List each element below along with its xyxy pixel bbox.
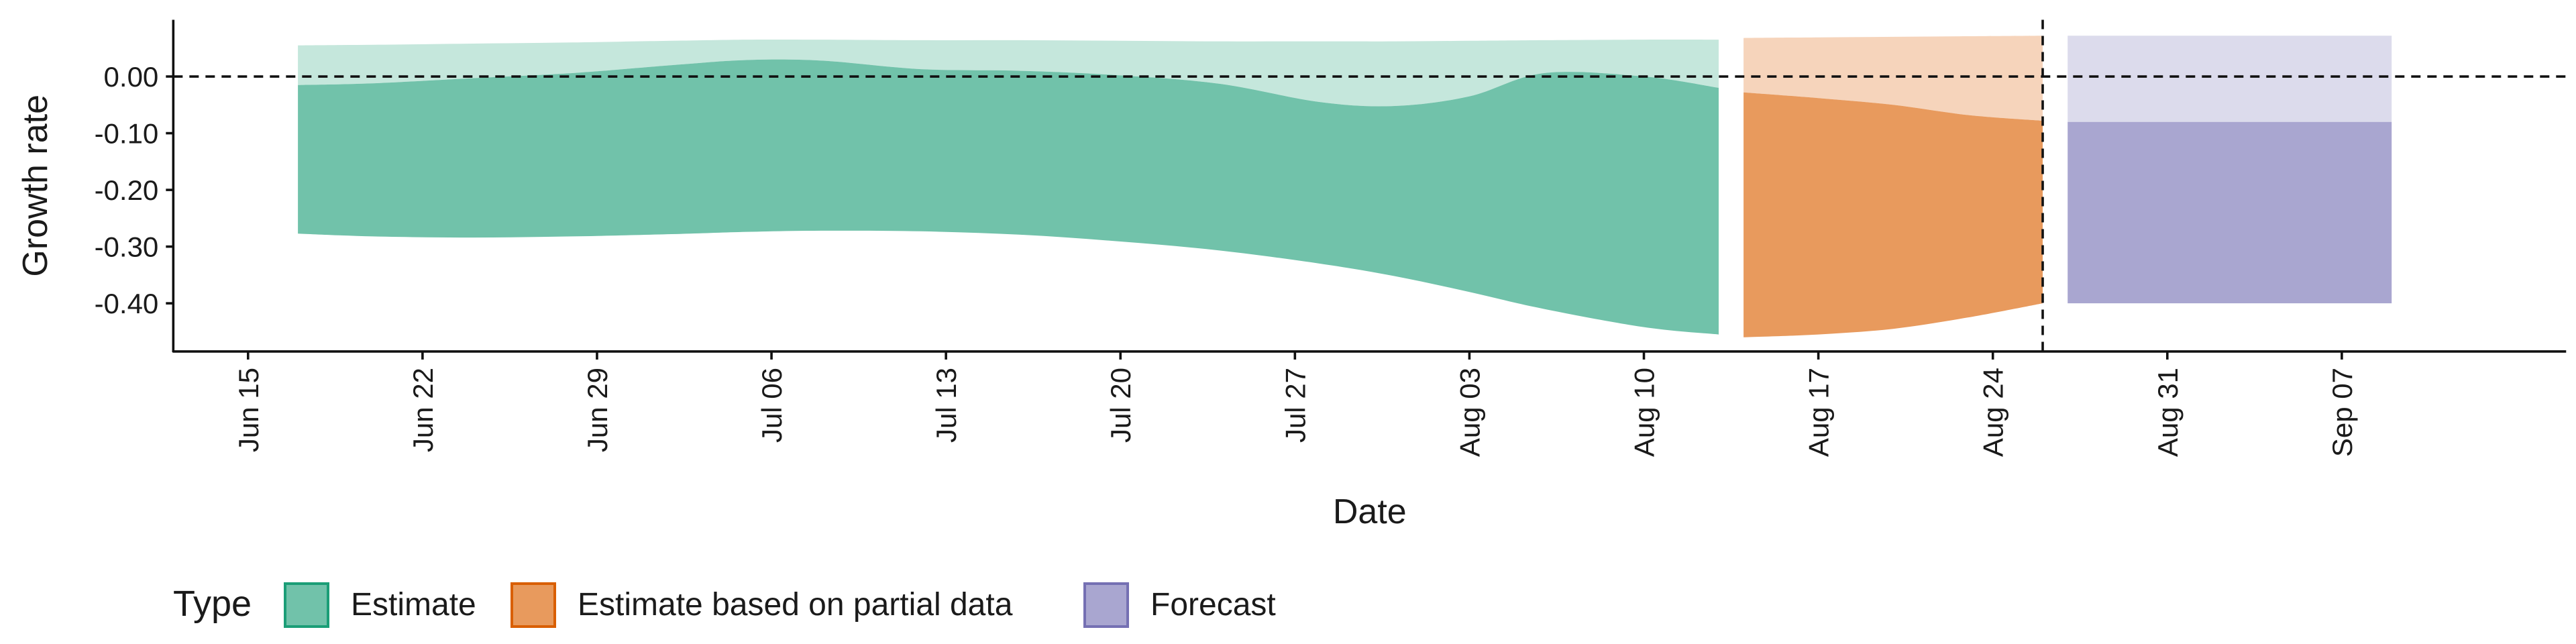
estimate-based-on-partial-data-inner-band — [1743, 92, 2043, 337]
x-tick-label: Aug 17 — [1803, 368, 1835, 457]
x-tick-label: Jun 15 — [233, 368, 264, 452]
y-tick-label: -0.10 — [95, 118, 159, 150]
estimate-outer-band — [298, 39, 1719, 107]
estimate-based-on-partial-data-outer-band — [1743, 36, 2043, 121]
legend-swatch-estimate-based-on-partial-data — [511, 582, 556, 628]
estimate-inner-band — [298, 59, 1719, 335]
forecast-inner-band — [2068, 121, 2392, 304]
y-tick-label: 0.00 — [104, 61, 159, 93]
legend-label-estimate-based-on-partial-data: Estimate based on partial data — [578, 587, 1013, 623]
legend-title: Type — [173, 584, 252, 624]
legend-swatch-estimate — [284, 582, 329, 628]
x-axis-title: Date — [1333, 492, 1407, 531]
band-layer — [298, 36, 2392, 337]
x-tick-label: Jul 20 — [1105, 368, 1136, 443]
reference-lines — [173, 19, 2567, 352]
legend-label-forecast: Forecast — [1150, 587, 1276, 623]
legend: Type Estimate Estimate based on partial da… — [173, 582, 1276, 628]
x-tick-label: Aug 24 — [1978, 368, 2009, 457]
x-tick-label: Jul 06 — [756, 368, 788, 443]
x-tick-label: Jun 22 — [407, 368, 439, 452]
y-tick-label: -0.30 — [95, 231, 159, 263]
x-tick-label: Jul 27 — [1279, 368, 1311, 443]
y-tick-label: -0.40 — [95, 288, 159, 319]
forecast-outer-band — [2068, 36, 2392, 122]
y-axis-title: Growth rate — [16, 95, 55, 277]
x-tick-label: Jun 29 — [582, 368, 613, 452]
legend-label-estimate: Estimate — [351, 587, 476, 623]
legend-swatch-forecast — [1083, 582, 1129, 628]
x-tick-label: Aug 10 — [1629, 368, 1660, 457]
axes: 0.00 -0.10 -0.20 -0.30 -0.40 Jun 15 Jun 22 Jun … — [16, 19, 2567, 531]
y-tick-label: -0.20 — [95, 174, 159, 206]
x-tick-label: Jul 13 — [930, 368, 962, 443]
x-tick-label: Aug 31 — [2152, 368, 2184, 457]
x-tick-label: Sep 07 — [2326, 368, 2358, 457]
x-tick-label: Aug 03 — [1454, 368, 1485, 457]
